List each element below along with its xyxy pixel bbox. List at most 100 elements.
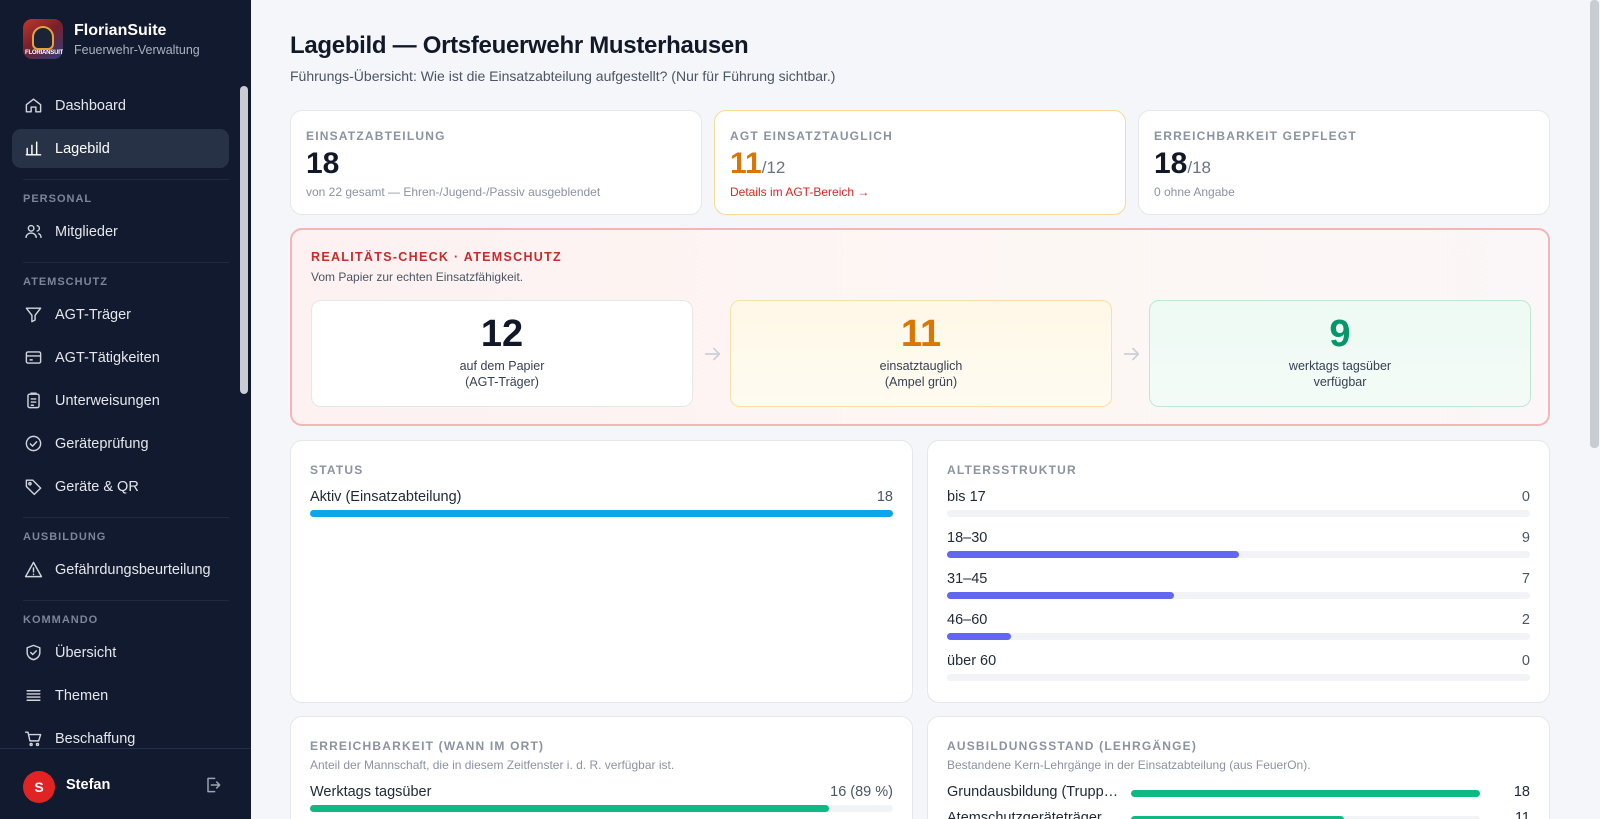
course-row: Atemschutzgeräteträger 11 — [947, 810, 1530, 819]
logout-icon[interactable] — [203, 775, 223, 795]
reality-subtitle: Vom Papier zur echten Einsatzfähigkeit. — [311, 270, 524, 284]
stat-card-agt: AGT EINSATZTAUGLICH 11/12 Details im AGT… — [714, 110, 1126, 215]
row-label: über 60 — [947, 653, 997, 669]
progress-track — [310, 805, 893, 812]
row-value: 16 (89 %) — [830, 784, 893, 800]
status-row: Aktiv (Einsatzabteilung) 18 — [310, 489, 893, 517]
bar-chart-icon — [25, 141, 42, 156]
sidebar-scrollbar[interactable] — [240, 86, 248, 394]
step-value: 12 — [480, 313, 524, 355]
progress-fill — [310, 805, 829, 812]
panel-label: STATUS — [310, 463, 364, 477]
stat-value: 18/18 — [1154, 147, 1212, 180]
nav-divider — [23, 262, 229, 263]
progress-fill — [310, 510, 893, 517]
nav-beschaffung[interactable]: Beschaffung — [12, 719, 229, 758]
progress-track — [947, 551, 1530, 558]
stat-footnote: von 22 gesamt — Ehren-/Jugend-/Passiv au… — [306, 185, 601, 199]
nav-uebersicht-label: Übersicht — [55, 644, 117, 661]
shield-check-icon — [26, 644, 41, 661]
nav-geraete-qr-label: Geräte & QR — [55, 478, 139, 495]
erreichbarkeit-panel: ERREICHBARKEIT (WANN IM ORT) Anteil der … — [290, 716, 913, 819]
stat-card-einsatzabteilung: EINSATZABTEILUNG 18 von 22 gesamt — Ehre… — [290, 110, 702, 215]
user-name: Stefan — [66, 777, 111, 793]
step-caption-1: einsatztauglich — [879, 359, 963, 373]
app-subtitle: Feuerwehr-Verwaltung — [74, 42, 200, 57]
step-value: 9 — [1329, 313, 1351, 355]
row-label: bis 17 — [947, 489, 986, 505]
step-caption-2: verfügbar — [1313, 375, 1367, 389]
users-icon — [25, 224, 42, 238]
panel-label: ALTERSSTRUKTUR — [947, 463, 1077, 477]
panel-label: AUSBILDUNGSSTAND (LEHRGÄNGE) — [947, 739, 1198, 753]
arrow-right-icon — [704, 347, 721, 361]
panel-subtitle: Anteil der Mannschaft, die in diesem Zei… — [310, 758, 675, 772]
warning-icon — [24, 561, 43, 578]
nav-unterweisungen[interactable]: Unterweisungen — [12, 381, 229, 420]
row-value: 0 — [1521, 489, 1530, 505]
nav-uebersicht[interactable]: Übersicht — [12, 633, 229, 672]
row-value: 7 — [1521, 571, 1530, 587]
panel-label: ERREICHBARKEIT (WANN IM ORT) — [310, 739, 545, 753]
avatar[interactable]: S — [23, 771, 55, 803]
nav-themen[interactable]: Themen — [12, 676, 229, 715]
progress-track — [947, 674, 1530, 681]
clipboard-icon — [27, 392, 40, 409]
nav-agt-taetigkeiten[interactable]: AGT-Tätigkeiten — [12, 338, 229, 377]
stat-label: EINSATZABTEILUNG — [306, 129, 446, 143]
nav-geraetepruefung-label: Geräteprüfung — [55, 435, 149, 452]
main-scrollbar[interactable] — [1590, 0, 1599, 448]
row-label: 31–45 — [947, 571, 988, 587]
age-row: 46–60 2 — [947, 612, 1530, 640]
arrow-right-icon — [1123, 347, 1140, 361]
nav-dashboard-label: Dashboard — [55, 97, 126, 114]
row-label: Werktags tagsüber — [310, 784, 432, 800]
nav-divider — [23, 517, 229, 518]
nav-lagebild-label: Lagebild — [55, 140, 110, 157]
age-row: 31–45 7 — [947, 571, 1530, 599]
nav-geraetepruefung[interactable]: Geräteprüfung — [12, 424, 229, 463]
progress-track — [947, 510, 1530, 517]
nav-lagebild[interactable]: Lagebild — [12, 129, 229, 168]
step-value: 11 — [900, 313, 942, 355]
age-row: über 60 0 — [947, 653, 1530, 681]
stat-value: 18 — [306, 147, 340, 180]
list-icon — [26, 690, 41, 701]
nav-gefaehrdungsbeurteilung[interactable]: Gefährdungsbeurteilung — [12, 550, 229, 589]
progress-track — [947, 592, 1530, 599]
nav-dashboard[interactable]: Dashboard — [12, 86, 229, 125]
logo-lettering: FLORIANSUITE — [25, 50, 63, 56]
nav-divider — [23, 600, 229, 601]
row-value: 2 — [1521, 612, 1530, 628]
progress-fill — [1131, 816, 1344, 819]
nav-unterweisungen-label: Unterweisungen — [55, 392, 160, 409]
step-caption-2: (Ampel grün) — [884, 375, 958, 389]
progress-fill — [947, 551, 1239, 558]
brand[interactable]: FLORIANSUITE FlorianSuite Feuerwehr-Verw… — [23, 19, 200, 59]
stat-footnote: 0 ohne Angabe — [1154, 185, 1235, 199]
course-row: Grundausbildung (Trupp… 18 — [947, 784, 1530, 804]
filter-icon — [25, 307, 42, 323]
main-content: Lagebild — Ortsfeuerwehr Musterhausen Fü… — [251, 0, 1600, 819]
panel-subtitle: Bestandene Kern-Lehrgänge in der Einsatz… — [947, 758, 1311, 772]
row-value: 11 — [1514, 810, 1530, 819]
reality-step-tauglich: 11 einsatztauglich (Ampel grün) — [730, 300, 1112, 407]
nav-geraete-qr[interactable]: Geräte & QR — [12, 467, 229, 506]
step-caption-1: auf dem Papier — [459, 359, 545, 373]
progress-track — [1131, 816, 1480, 819]
nav-mitglieder[interactable]: Mitglieder — [12, 212, 229, 251]
progress-track — [947, 633, 1530, 640]
page-title: Lagebild — Ortsfeuerwehr Musterhausen — [290, 32, 749, 59]
reality-title: REALITÄTS-CHECK · ATEMSCHUTZ — [311, 250, 562, 264]
row-value: 18 — [876, 489, 893, 505]
status-panel: STATUS Aktiv (Einsatzabteilung) 18 — [290, 440, 913, 703]
nav-agt-traeger[interactable]: AGT-Träger — [12, 295, 229, 334]
section-ausbildung: AUSBILDUNG — [23, 531, 107, 543]
agt-details-link[interactable]: Details im AGT-Bereich → — [730, 185, 870, 199]
nav-gefaehrdungsbeurteilung-label: Gefährdungsbeurteilung — [55, 561, 211, 578]
check-circle-icon — [25, 435, 42, 452]
home-icon — [25, 98, 42, 113]
row-value: 9 — [1521, 530, 1530, 546]
row-label: Aktiv (Einsatzabteilung) — [310, 489, 462, 505]
stat-label: ERREICHBARKEIT GEPFLEGT — [1154, 129, 1357, 143]
